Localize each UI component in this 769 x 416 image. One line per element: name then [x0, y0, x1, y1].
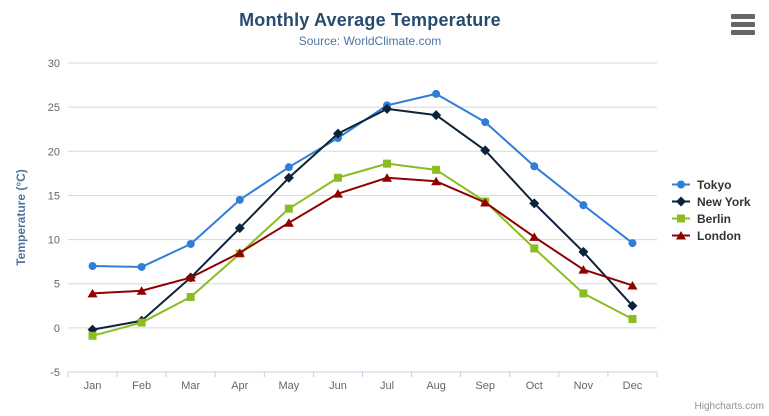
circle-icon [672, 180, 690, 189]
data-point-berlin[interactable] [284, 204, 293, 213]
legend-item-berlin[interactable]: Berlin [672, 210, 751, 227]
data-point-london[interactable] [136, 286, 147, 295]
diamond-icon [672, 196, 690, 207]
legend-label: Berlin [697, 211, 732, 226]
legend-item-london[interactable]: London [672, 227, 751, 244]
legend-item-new-york[interactable]: New York [672, 193, 751, 210]
legend-marker-london[interactable] [676, 231, 686, 240]
legend-label: New York [697, 194, 751, 209]
data-point-berlin[interactable] [186, 292, 195, 301]
series-line-berlin[interactable] [91, 162, 634, 337]
y-tick-label: 5 [54, 279, 60, 291]
x-tick-label: Apr [231, 380, 248, 392]
square-icon [672, 214, 690, 223]
data-point-new-york[interactable] [234, 223, 245, 234]
y-tick-label: 0 [54, 323, 60, 335]
legend-marker-new-york[interactable] [676, 196, 686, 207]
series-tokyo [88, 89, 637, 271]
x-tick-label: Nov [574, 380, 594, 392]
x-tick-label: Feb [132, 380, 151, 392]
legend: Tokyo New York Berlin London [672, 176, 751, 244]
legend-marker-berlin[interactable] [677, 214, 685, 223]
legend-label: London [697, 228, 741, 243]
x-tick-label: Jan [84, 380, 102, 392]
data-point-tokyo[interactable] [628, 239, 637, 248]
data-point-new-york[interactable] [578, 246, 589, 257]
data-point-tokyo[interactable] [579, 201, 588, 210]
triangle-icon [672, 231, 690, 240]
data-point-tokyo[interactable] [88, 262, 97, 271]
y-tick-label: 30 [48, 58, 60, 70]
data-point-london[interactable] [578, 265, 589, 274]
y-axis-title: Temperature (°C) [14, 169, 28, 266]
data-point-new-york[interactable] [283, 172, 294, 183]
data-point-new-york[interactable] [627, 300, 638, 311]
data-point-london[interactable] [382, 173, 393, 182]
data-point-berlin[interactable] [333, 173, 342, 182]
y-tick-label: -5 [50, 367, 60, 379]
x-tick-label: Oct [526, 380, 543, 392]
data-point-tokyo[interactable] [284, 163, 293, 172]
series-line-tokyo[interactable] [91, 92, 634, 268]
data-point-tokyo[interactable] [530, 162, 539, 171]
data-point-tokyo[interactable] [481, 118, 490, 127]
x-tick-label: Jul [380, 380, 394, 392]
x-tick-label: Aug [426, 380, 446, 392]
series-london [87, 173, 638, 298]
chart-context-menu-button[interactable] [731, 14, 755, 35]
series-line-new-york[interactable] [91, 107, 634, 331]
data-point-berlin[interactable] [530, 244, 539, 253]
data-point-london[interactable] [529, 232, 540, 241]
x-tick-label: Sep [475, 380, 495, 392]
x-tick-label: Jun [329, 380, 347, 392]
legend-item-tokyo[interactable]: Tokyo [672, 176, 751, 193]
data-point-tokyo[interactable] [186, 239, 195, 248]
data-point-new-york[interactable] [431, 110, 442, 121]
x-tick-label: Mar [181, 380, 200, 392]
data-point-tokyo[interactable] [137, 262, 146, 271]
legend-marker-tokyo[interactable] [677, 180, 685, 189]
series-new-york [87, 103, 638, 335]
data-point-tokyo[interactable] [432, 89, 441, 98]
legend-label: Tokyo [697, 177, 732, 192]
data-point-berlin[interactable] [579, 289, 588, 298]
hamburger-icon [731, 14, 755, 19]
data-point-tokyo[interactable] [235, 195, 244, 204]
y-tick-label: 20 [48, 146, 60, 158]
data-point-new-york[interactable] [332, 128, 343, 139]
data-point-london[interactable] [480, 197, 491, 207]
data-point-london[interactable] [234, 248, 245, 257]
data-point-berlin[interactable] [88, 331, 97, 340]
x-tick-label: May [278, 380, 299, 392]
data-point-london[interactable] [283, 218, 294, 227]
series-line-london[interactable] [91, 176, 634, 295]
data-point-new-york[interactable] [529, 198, 540, 209]
y-tick-label: 25 [48, 102, 60, 114]
data-point-london[interactable] [431, 176, 442, 186]
data-point-london[interactable] [627, 280, 638, 290]
data-point-berlin[interactable] [432, 165, 441, 174]
data-point-new-york[interactable] [382, 103, 393, 114]
data-point-new-york[interactable] [480, 145, 491, 156]
data-point-london[interactable] [332, 189, 343, 198]
x-tick-label: Dec [623, 380, 643, 392]
data-point-london[interactable] [185, 273, 196, 282]
data-point-berlin[interactable] [383, 159, 392, 168]
data-point-berlin[interactable] [628, 315, 637, 324]
credits-link[interactable]: Highcharts.com [694, 401, 764, 412]
data-point-london[interactable] [87, 288, 98, 298]
data-point-berlin[interactable] [137, 318, 146, 327]
y-tick-label: 10 [48, 235, 60, 247]
y-tick-label: 15 [48, 190, 60, 202]
